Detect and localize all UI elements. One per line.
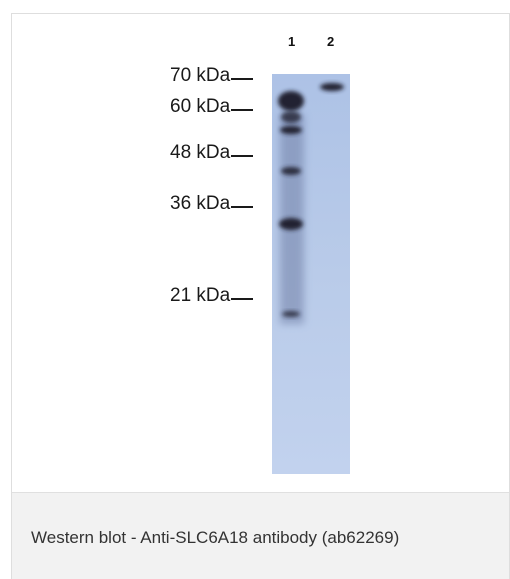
marker-label: 36 kDa — [170, 193, 231, 214]
marker-48-kda: 48 kDa — [170, 142, 254, 163]
band-lane1-70kda — [278, 91, 304, 111]
figure-caption: Western blot - Anti-SLC6A18 antibody (ab… — [31, 528, 400, 547]
blot-membrane — [272, 74, 350, 474]
marker-21-kda: 21 kDa — [170, 285, 254, 306]
image-card: 1 2 70 kDa 60 kDa 48 kDa 36 kDa 21 kDa — [11, 13, 510, 579]
lane-1-bands — [278, 91, 304, 317]
western-blot-figure: 1 2 70 kDa 60 kDa 48 kDa 36 kDa 21 kDa — [12, 14, 509, 492]
lane-2-label: 2 — [327, 34, 335, 49]
marker-tick — [231, 206, 254, 208]
band-lane1-65kda — [281, 111, 301, 123]
band-lane2-73kda — [320, 83, 344, 91]
marker-tick — [231, 298, 254, 300]
marker-70-kda: 70 kDa — [170, 65, 254, 86]
marker-tick — [231, 109, 254, 111]
band-lane1-36kda — [279, 218, 303, 230]
marker-label: 60 kDa — [170, 96, 231, 117]
band-lane1-48kda — [281, 167, 301, 175]
marker-tick — [231, 155, 254, 157]
marker-label: 48 kDa — [170, 142, 231, 163]
marker-label: 21 kDa — [170, 285, 231, 306]
marker-tick — [231, 78, 254, 80]
caption-bar: Western blot - Anti-SLC6A18 antibody (ab… — [12, 492, 509, 579]
lane-2-bands — [320, 83, 344, 91]
band-lane1-60kda — [280, 126, 302, 134]
marker-36-kda: 36 kDa — [170, 193, 254, 214]
lane-1-label: 1 — [288, 34, 296, 49]
marker-60-kda: 60 kDa — [170, 96, 254, 117]
marker-label: 70 kDa — [170, 65, 231, 86]
band-lane1-21kda — [282, 311, 300, 317]
